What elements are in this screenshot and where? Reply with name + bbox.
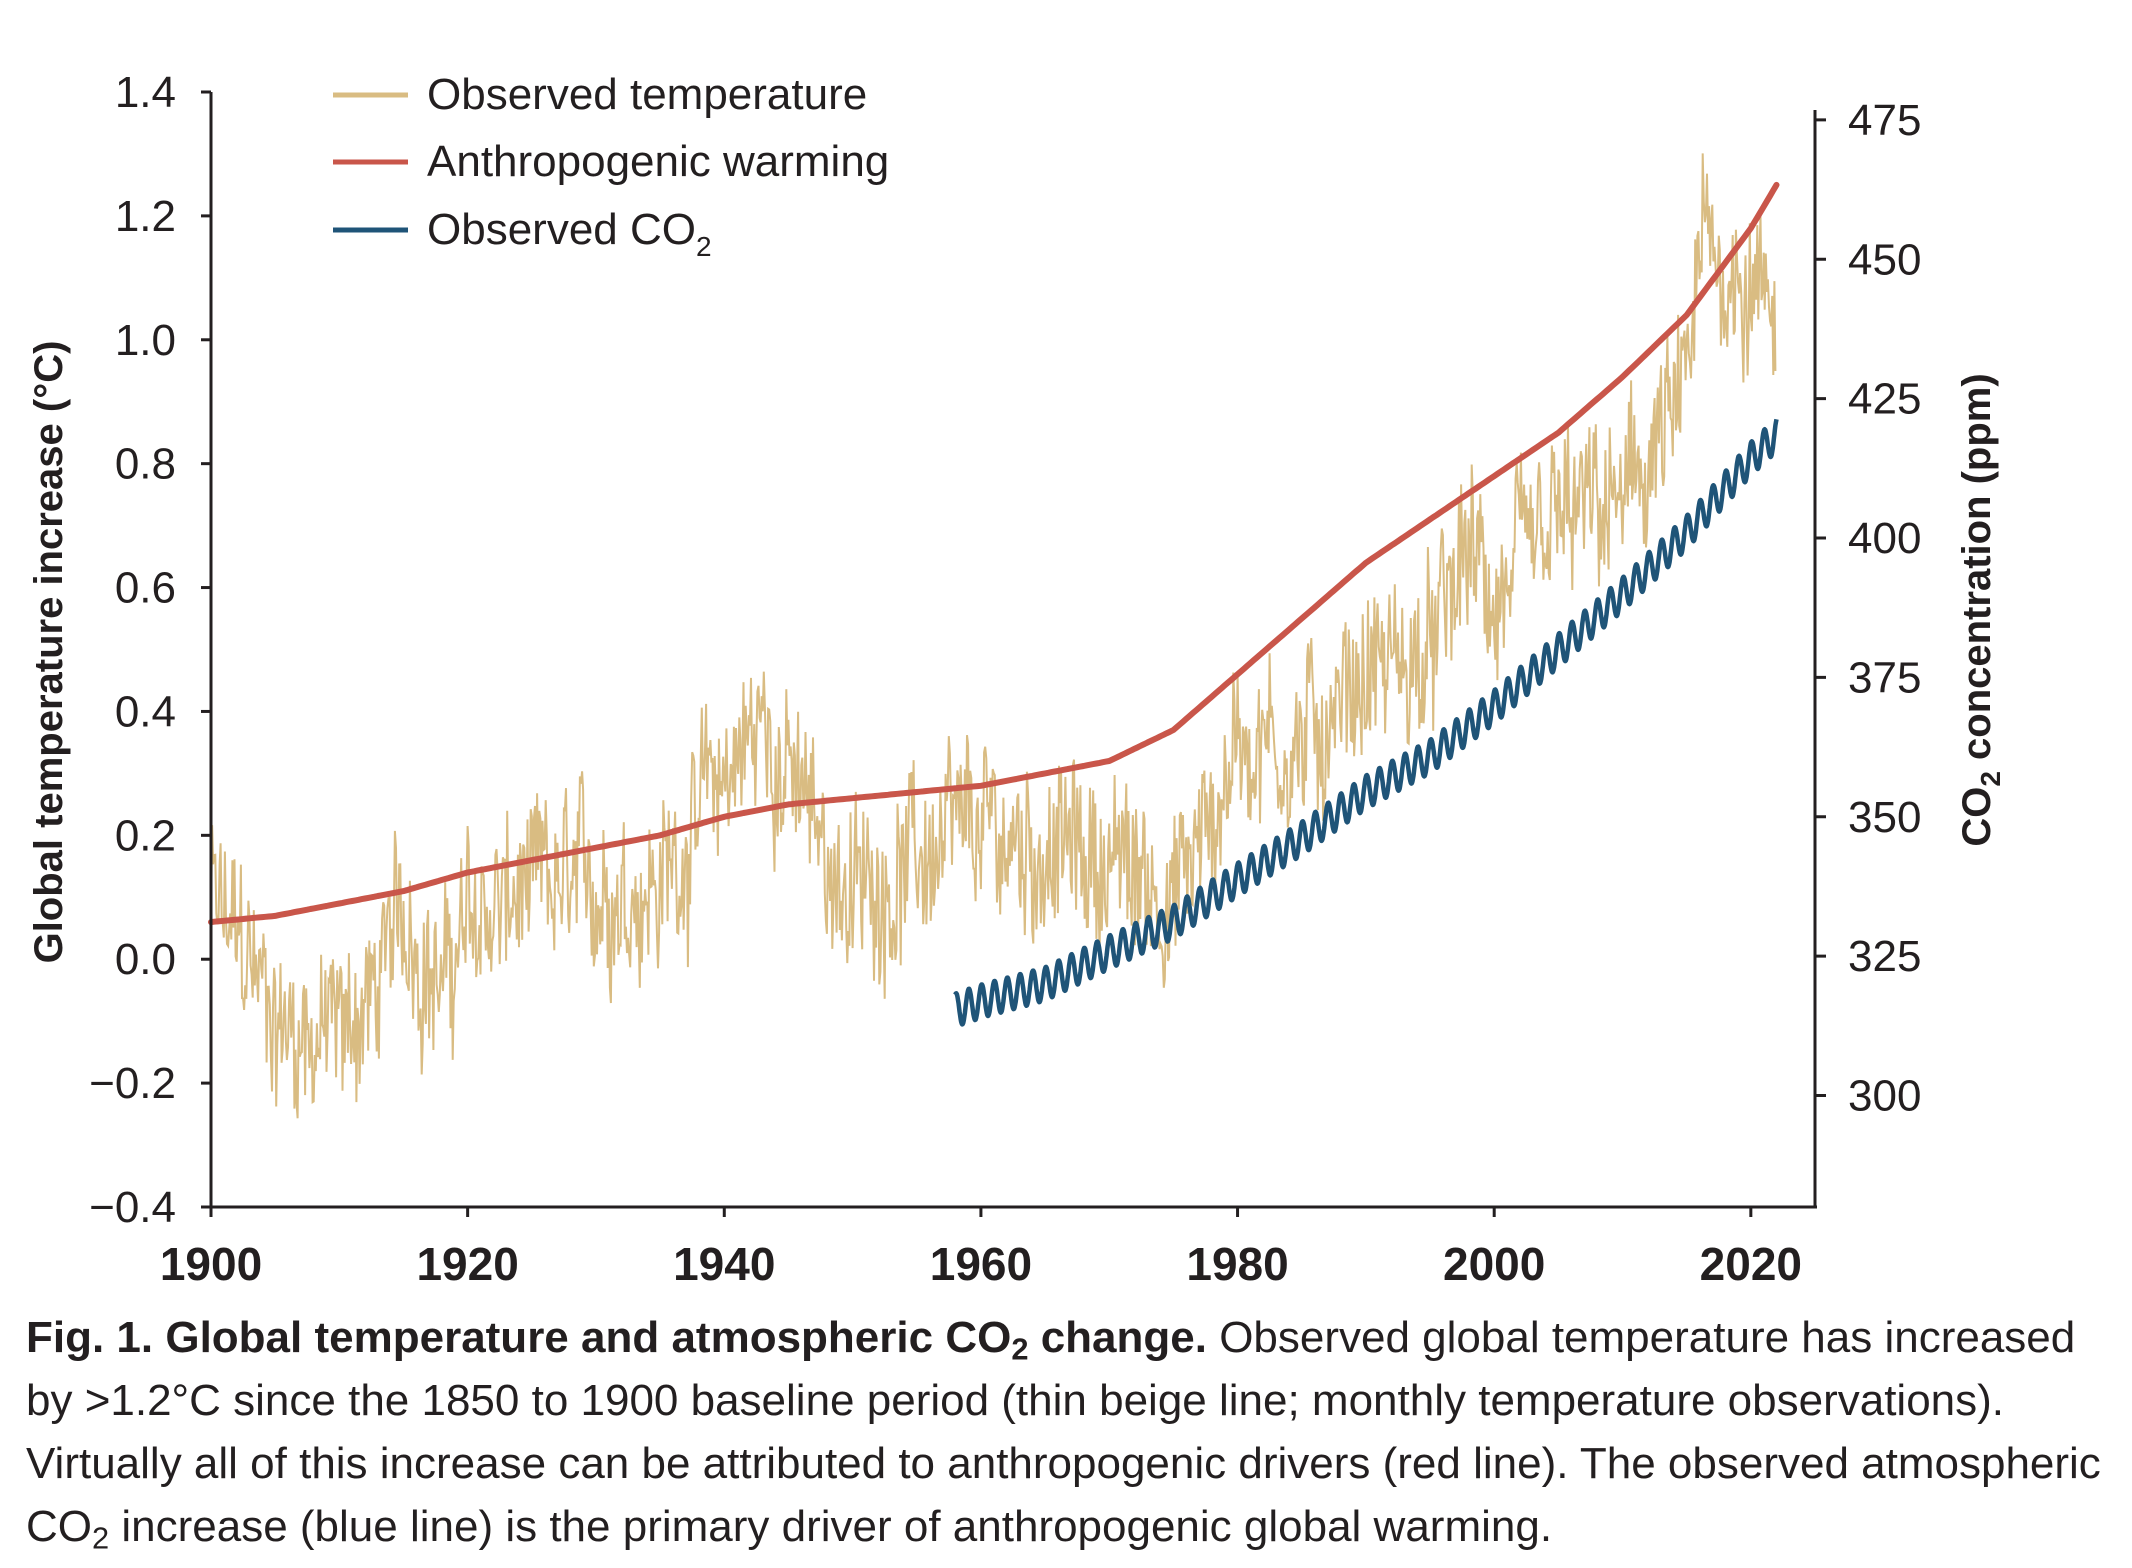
legend-label-anthropogenic-warming: Anthropogenic warming [427,137,889,186]
x-tick-label: 1960 [930,1238,1032,1290]
legend-label-observed-co2-sub: 2 [696,231,712,262]
x-tick-label: 1920 [416,1238,518,1290]
left-tick-label: 0.0 [115,935,176,984]
right-tick-label: 325 [1848,932,1921,981]
anthropogenic-warming-series [208,181,1780,926]
observed-temperature-line [211,153,1777,1119]
right-tick-label: 350 [1848,793,1921,842]
chart: −0.4−0.20.00.20.40.60.81.01.21.4 3003253… [27,68,2006,1290]
caption-title: Fig. 1. Global temperature and atmospher… [26,1313,1207,1365]
right-axis-title-rest: concentration (ppm) [1955,373,1999,771]
caption-title-part2: change. [1028,1313,1207,1362]
anthropogenic-warming-line [208,181,1780,926]
legend-label-observed-temperature: Observed temperature [427,70,867,119]
legend-label-observed-co2: Observed CO2 [427,205,712,262]
x-tick-label: 1980 [1186,1238,1288,1290]
left-axis-title: Global temperature increase (°C) [27,341,71,964]
x-tick-label: 1940 [673,1238,775,1290]
observed-temperature-series [211,153,1777,1119]
left-tick-label: 0.6 [115,564,176,613]
x-tick-label: 2020 [1700,1238,1802,1290]
left-tick-label: 1.4 [115,68,176,117]
x-tick-label: 2000 [1443,1238,1545,1290]
caption-body-sub: 2 [92,1520,110,1556]
right-axis-title-main: CO [1955,787,1999,847]
observed-co2-series [953,418,1779,1027]
left-tick-label: 1.2 [115,192,176,241]
right-tick-label: 400 [1848,514,1921,563]
left-tick-label: 0.8 [115,440,176,489]
left-tick-label: −0.2 [89,1059,176,1108]
caption-body-part2: increase (blue line) is the primary driv… [109,1502,1553,1551]
right-y-ticks: 300 325 350 375 400 425 450 475 [1815,96,1921,1121]
caption-title-sub: 2 [1011,1331,1029,1367]
right-axis-title: CO2 concentration (ppm) [1955,373,2006,846]
legend-item-anthropogenic-warming: Anthropogenic warming [333,137,889,186]
right-tick-label: 375 [1848,653,1921,702]
caption-title-part1: Fig. 1. Global temperature and atmospher… [26,1313,1012,1362]
left-tick-label: 0.2 [115,811,176,860]
right-tick-label: 300 [1848,1072,1921,1121]
x-tick-label: 1900 [160,1238,262,1290]
right-tick-label: 425 [1848,375,1921,424]
figure-caption: Fig. 1. Global temperature and atmospher… [26,1306,2116,1558]
left-tick-label: 1.0 [115,316,176,365]
left-tick-label: 0.4 [115,687,176,736]
right-tick-label: 450 [1848,235,1921,284]
right-tick-label: 475 [1848,96,1921,145]
legend-item-observed-co2: Observed CO2 [333,205,712,262]
observed-co2-line [953,418,1779,1027]
right-axis-title-sub: 2 [1975,771,2006,787]
legend-label-observed-co2-main: Observed CO [427,205,696,254]
legend-item-observed-temperature: Observed temperature [333,70,867,119]
caption-body-part1: Observed global temperature has increase… [26,1313,2101,1551]
left-y-ticks: −0.4 −0.2 0.0 0.2 0.4 0.6 0.8 1.0 1.2 1.4 [89,68,211,1232]
legend: Observed temperature Anthropogenic warmi… [333,70,889,262]
x-ticks: 1900 1920 1940 1960 1980 2000 2020 [160,1207,1802,1290]
left-tick-label: −0.4 [89,1183,176,1232]
